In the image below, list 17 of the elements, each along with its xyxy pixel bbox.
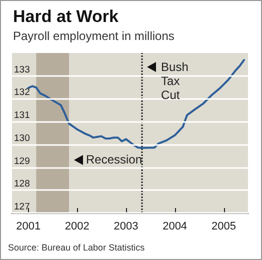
y-tick-label: 128: [14, 178, 30, 190]
x-tick-label: 2001: [16, 220, 41, 232]
y-tick-label: 131: [14, 110, 30, 122]
x-tick-label: 2002: [64, 220, 90, 232]
y-tick-label: 133: [14, 64, 30, 76]
ref-line-label: Bush Tax Cut: [161, 60, 188, 102]
y-tick-label: 132: [14, 87, 30, 98]
band-label: Recession: [86, 152, 142, 166]
source-note: Source: Bureau of Labor Statistics: [8, 242, 146, 252]
y-tick-label: 127: [14, 202, 30, 212]
y-tick-label: 129: [14, 156, 30, 167]
x-tick-label: 2003: [114, 220, 138, 232]
y-tick-label: 130: [14, 132, 30, 144]
x-tick-label: 2004: [162, 220, 188, 232]
chart-subtitle: Payroll employment in millions: [13, 29, 174, 43]
x-tick-label: 2005: [212, 220, 236, 232]
chart-title: Hard at Work: [13, 7, 120, 26]
